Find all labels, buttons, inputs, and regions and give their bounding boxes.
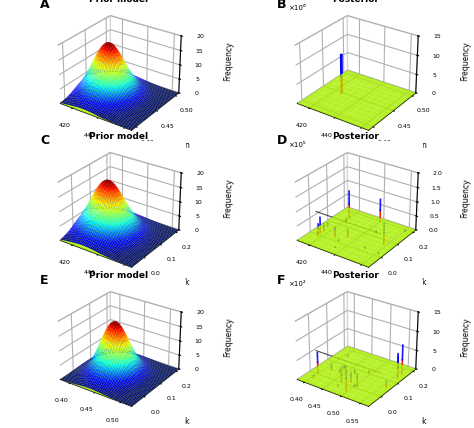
Y-axis label: n: n <box>421 141 426 150</box>
X-axis label: S m/s: S m/s <box>298 285 321 301</box>
X-axis label: S m/s: S m/s <box>298 149 321 164</box>
Y-axis label: k: k <box>184 278 189 287</box>
Title: Posterior: Posterior <box>332 0 379 4</box>
Text: D: D <box>277 134 288 148</box>
X-axis label: S m/s: S m/s <box>61 285 84 301</box>
Title: Prior model: Prior model <box>89 0 148 4</box>
Title: Prior model: Prior model <box>89 271 148 280</box>
Text: B: B <box>277 0 287 11</box>
Text: F: F <box>277 273 286 287</box>
Text: ×10⁶: ×10⁶ <box>288 5 306 11</box>
Y-axis label: k: k <box>184 417 189 426</box>
Text: C: C <box>40 134 49 148</box>
Text: A: A <box>40 0 50 11</box>
Text: ×10²: ×10² <box>288 281 306 287</box>
Text: ×10⁵: ×10⁵ <box>288 142 306 148</box>
Text: E: E <box>40 273 49 287</box>
Title: Posterior: Posterior <box>332 132 379 141</box>
Title: Posterior: Posterior <box>332 271 379 280</box>
Title: Prior model: Prior model <box>89 132 148 141</box>
Y-axis label: k: k <box>421 278 426 287</box>
X-axis label: S m/s: S m/s <box>61 149 84 164</box>
Y-axis label: k: k <box>421 417 426 426</box>
Y-axis label: n: n <box>184 141 189 150</box>
